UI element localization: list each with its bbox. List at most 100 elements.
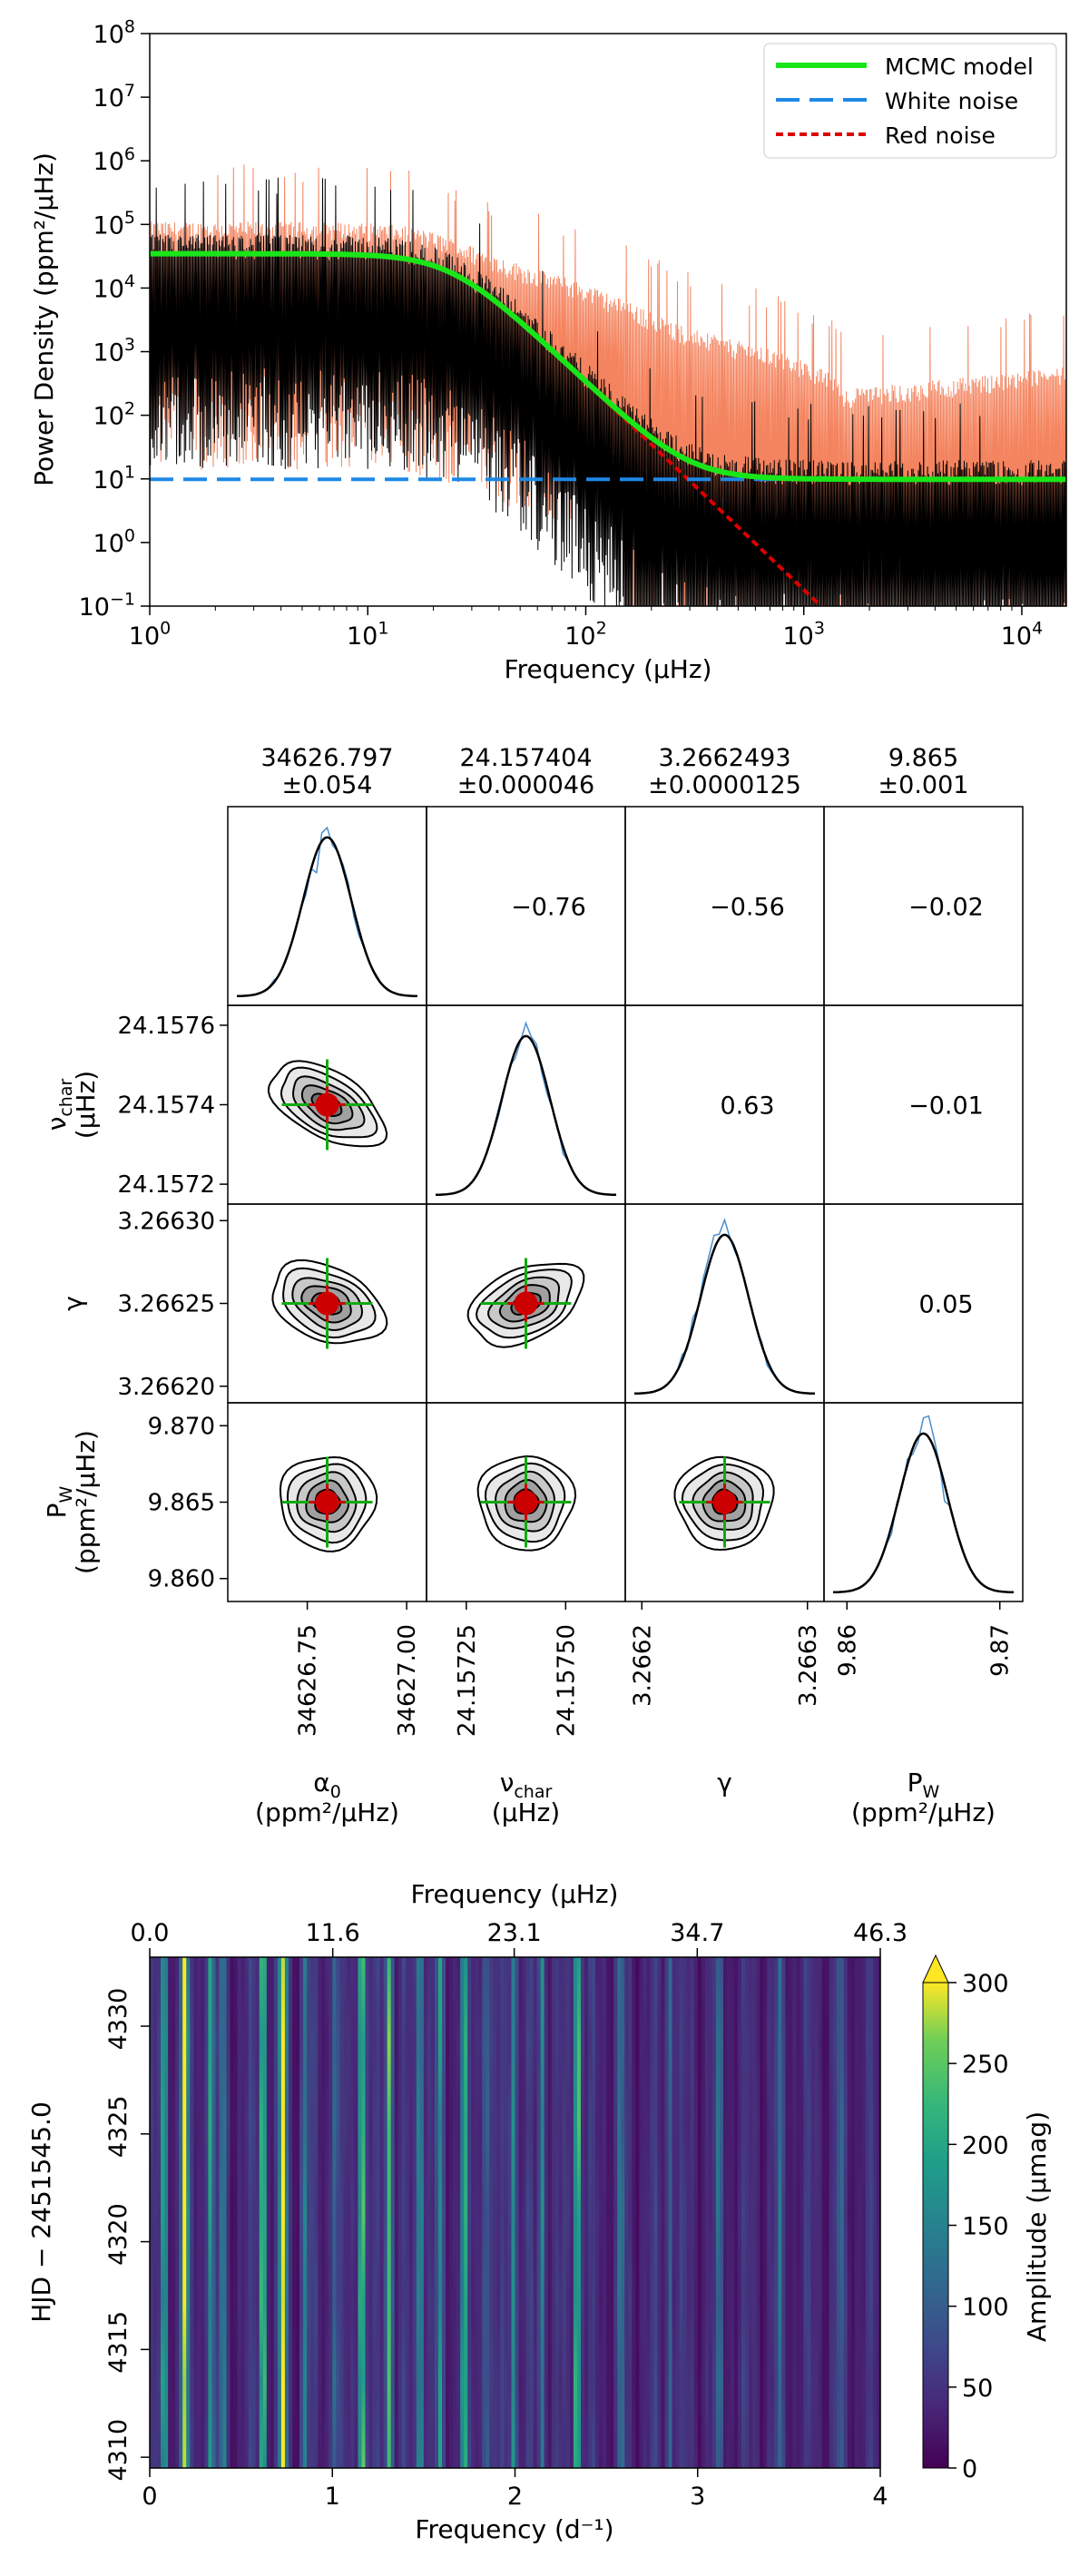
heatmap-column [515,1957,520,2468]
heatmap-column [150,1957,154,2468]
psd-y-tick-label: 108 [93,17,135,49]
marginal-histogram [236,826,418,997]
heatmap-column [708,1957,713,2468]
heatmap-column [475,1957,479,2468]
heatmap-column [172,1957,176,2468]
heatmap-column [372,1957,378,2468]
heatmap-column [291,1957,297,2468]
heatmap-top-tick-label: 46.3 [853,1919,908,1947]
heatmap-column [307,1957,311,2468]
marginal-fit-curve [237,836,417,998]
colorbar-ticks: 0 50 100 150 200 250 300 [948,1970,1009,2483]
corner-x-label-symbol: γ [717,1768,732,1797]
heatmap-x-tick-label: 1 [325,2483,340,2511]
heatmap-column [511,1957,516,2468]
heatmap-column [226,1957,231,2468]
corner-cell-frame [823,1402,1024,1602]
heatmap-column [592,1957,596,2468]
heatmap-column [752,1957,757,2468]
heatmap-column [789,1957,794,2468]
psd-y-tick-label: 10−1 [79,590,135,622]
heatmap-column [179,1957,183,2468]
corner-x-label-unit: (ppm²/μHz) [851,1797,996,1827]
heatmap-column [810,1957,816,2468]
heatmap-column [730,1957,735,2468]
heatmap-column [800,1957,805,2468]
corner-y-tick-label: 3.26630 [117,1208,215,1235]
heatmap-column [175,1957,180,2468]
heatmap-column [803,1957,809,2468]
corner-y-tick-label: 9.860 [148,1566,215,1593]
heatmap-column [704,1957,710,2468]
heatmap-column [536,1957,542,2468]
marginal-histogram [832,1415,1015,1593]
heatmap-column [296,1957,300,2468]
corner-x-label-unit: (ppm²/μHz) [255,1797,399,1827]
psd-y-tick-label: 102 [93,398,135,430]
heatmap-column [453,1957,457,2468]
heatmap-column [693,1957,699,2468]
heatmap-x-tick-label: 2 [507,2483,523,2511]
heatmap-column [248,1957,253,2468]
heatmap-column [613,1957,618,2468]
heatmap-column [168,1957,172,2468]
heatmap-column [343,1957,348,2468]
corner-y-tick-label: 3.26625 [117,1291,215,1318]
corner-title-value: 9.865 [888,744,958,772]
corner-y-label-unit: (ppm²/μHz) [71,1430,101,1574]
heatmap-column [273,1957,279,2468]
heatmap-column [496,1957,502,2468]
heatmap-column [204,1957,210,2468]
heatmap-column [405,1957,410,2468]
heatmap-column [262,1957,268,2468]
heatmap-column [551,1957,556,2468]
colorbar-tick-label: 200 [962,2131,1009,2160]
marginal-histogram [633,1218,816,1395]
psd-x-label: Frequency (μHz) [505,654,712,684]
colorbar-tick-label: 0 [962,2455,977,2483]
psd-panel: 100 101 102 103 10410−1100101102103104105106… [29,17,1067,684]
corner-plot: 34626.797±0.054 24.157404±0.000046 3.26624… [42,744,1024,1827]
heatmap-column [533,1957,538,2468]
heatmap-top-tick-label: 23.1 [487,1919,542,1947]
heatmap-column [310,1957,315,2468]
heatmap-column [774,1957,779,2468]
heatmap-column [719,1957,724,2468]
heatmap-column [215,1957,221,2468]
heatmap-column [332,1957,337,2468]
corner-x-tick-label: 9.86 [834,1624,861,1677]
heatmap-column [397,1957,403,2468]
heatmap-column [854,1957,859,2468]
psd-y-tick-label: 100 [93,526,135,558]
heatmap-column [244,1957,250,2468]
heatmap-column [493,1957,497,2468]
heatmap-column [460,1957,465,2468]
heatmap-column [379,1957,385,2468]
colorbar-tick-label: 100 [962,2294,1009,2322]
heatmap-column [233,1957,239,2468]
correlation-label: −0.01 [908,1092,984,1121]
corner-y-label-symbol: PW [42,1485,76,1518]
heatmap-panel: 0 1 2 3 4 0.0 11.6 23.1 34.7 46.3 4310 4315 4320 4325… [26,1879,1052,2544]
legend-label-mcmc: MCMC model [885,54,1034,80]
heatmap-column [478,1957,483,2468]
heatmap-column [427,1957,432,2468]
corner-x-label-symbol: α0 [313,1768,341,1802]
heatmap-column [507,1957,513,2468]
heatmap-column [639,1957,643,2468]
heatmap-x-tick-label: 3 [690,2483,705,2511]
heatmap-column [836,1957,841,2468]
corner-x-tick-label: 34626.75 [295,1624,322,1737]
heatmap-column [401,1957,407,2468]
heatmap-column [595,1957,600,2468]
heatmap-column [157,1957,162,2468]
heatmap-column [738,1957,742,2468]
heatmap-column [197,1957,201,2468]
heatmap-column [872,1957,878,2468]
corner-title-error: ±0.001 [878,771,969,799]
heatmap-column [442,1957,446,2468]
heatmap-column [781,1957,786,2468]
heatmap-column [280,1957,286,2468]
correlation-label: −0.02 [908,894,984,922]
heatmap-column [610,1957,614,2468]
